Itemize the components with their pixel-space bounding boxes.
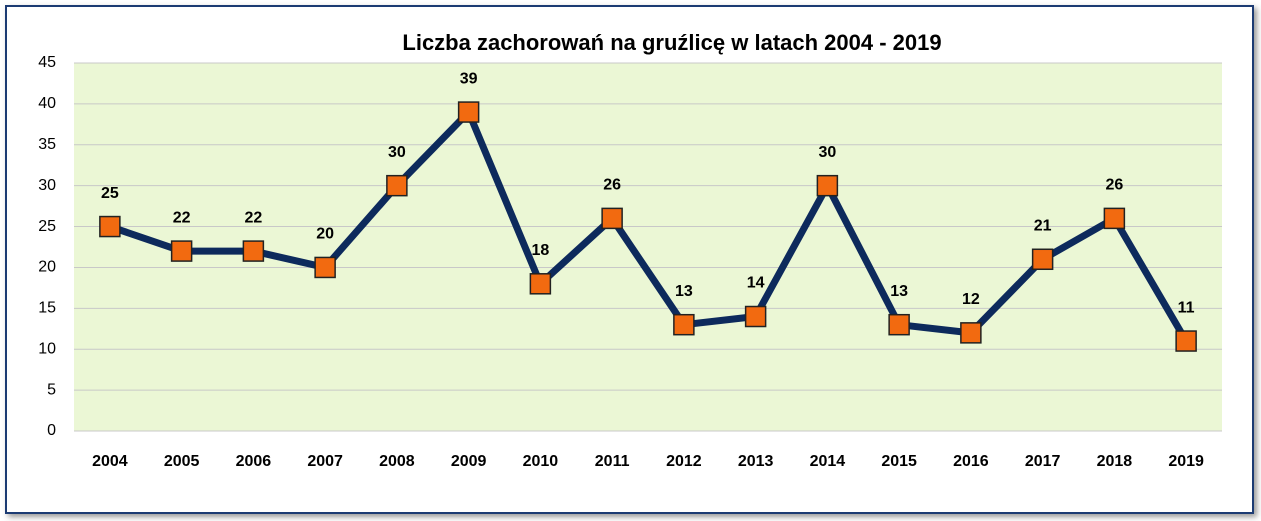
marker	[529, 273, 552, 295]
x-tick-label: 2011	[595, 453, 630, 470]
x-tick-label: 2012	[666, 453, 702, 470]
marker	[386, 174, 408, 197]
x-tick-label: 2019	[1168, 453, 1204, 470]
y-tick-label: 35	[38, 136, 56, 153]
x-tick-label: 2016	[953, 453, 989, 470]
marker	[960, 322, 982, 344]
marker	[601, 207, 623, 230]
data-label: 30	[818, 144, 836, 161]
marker	[242, 240, 265, 262]
data-label: 30	[388, 144, 406, 161]
marker	[744, 305, 767, 328]
marker	[816, 174, 839, 197]
chart-title: Liczba zachorowań na gruźlicę w latach 2…	[402, 30, 941, 55]
x-tick-label: 2006	[236, 453, 272, 470]
marker	[314, 256, 336, 279]
y-tick-label: 20	[38, 259, 56, 276]
data-label: 18	[531, 242, 549, 259]
data-label: 20	[316, 226, 334, 243]
data-label: 22	[244, 209, 262, 226]
y-tick-label: 25	[38, 218, 56, 235]
x-tick-label: 2008	[379, 453, 415, 470]
data-label: 13	[675, 283, 693, 300]
line	[108, 108, 1190, 343]
x-tick-label: 2017	[1025, 453, 1061, 470]
data-label: 11	[1178, 299, 1195, 316]
x-tick-label: 2004	[92, 453, 128, 470]
x-tick-label: 2005	[164, 453, 200, 470]
y-tick-label: 15	[38, 300, 56, 317]
x-tick-label: 2013	[738, 453, 774, 470]
data-label: 25	[101, 185, 119, 202]
marker	[170, 240, 193, 262]
marker	[1031, 248, 1054, 271]
marker	[457, 101, 480, 123]
marker	[1103, 207, 1126, 230]
data-label: 26	[1105, 177, 1123, 194]
y-tick-label: 10	[38, 340, 56, 357]
marker	[99, 215, 121, 238]
x-tick-label: 2015	[881, 453, 917, 470]
data-label: 39	[460, 70, 478, 87]
x-tick-label: 2009	[451, 453, 487, 470]
marker	[888, 313, 910, 336]
x-tick-label: 2010	[523, 453, 559, 470]
data-label: 26	[603, 177, 621, 194]
y-tick-label: 45	[38, 54, 56, 71]
data-label: 14	[747, 275, 765, 292]
data-label: 22	[173, 209, 191, 226]
y-tick-label: 5	[47, 381, 56, 398]
marker	[673, 313, 695, 336]
y-tick-label: 30	[38, 177, 56, 194]
marker	[1175, 330, 1197, 352]
plot-area	[74, 63, 1222, 431]
data-label: 13	[890, 283, 908, 300]
x-tick-label: 2007	[307, 453, 343, 470]
x-tick-label: 2018	[1097, 453, 1133, 470]
x-tick-label: 2014	[810, 453, 846, 470]
y-tick-label: 0	[47, 422, 56, 439]
y-tick-label: 40	[38, 95, 56, 112]
data-label: 12	[962, 291, 980, 308]
data-label: 21	[1034, 217, 1052, 234]
